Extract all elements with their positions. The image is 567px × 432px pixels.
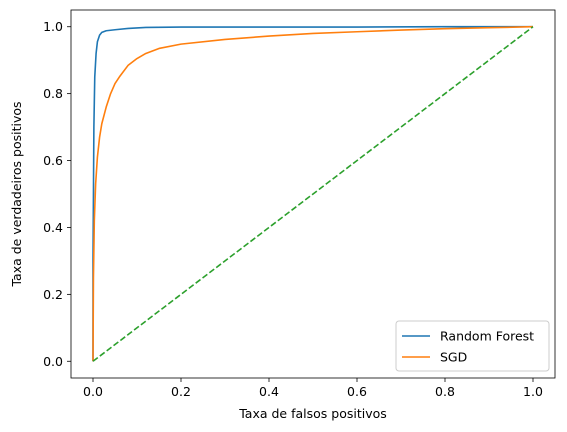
series-line-diagonal <box>92 26 534 362</box>
y-axis-label: Taxa de verdadeiros positivos <box>9 101 24 287</box>
y-axis: 0.0 0.2 0.4 0.6 0.8 1.0 <box>43 19 71 369</box>
y-tick-label: 0.2 <box>43 287 63 302</box>
x-tick-label: 0.4 <box>259 384 279 399</box>
legend-label-random-forest: Random Forest <box>440 329 534 344</box>
x-tick-label: 0.6 <box>347 384 367 399</box>
y-tick-label: 0.0 <box>43 354 63 369</box>
y-tick-label: 1.0 <box>43 19 63 34</box>
legend: Random Forest SGD <box>395 320 550 372</box>
series-line-sgd <box>92 25 534 362</box>
x-axis-label: Taxa de falsos positivos <box>238 406 387 421</box>
x-axis: 0.0 0.2 0.4 0.6 0.8 1.0 <box>83 378 543 399</box>
y-tick-label: 0.6 <box>43 153 63 168</box>
y-tick-label: 0.4 <box>43 220 63 235</box>
axes-frame <box>70 9 556 379</box>
x-tick-label: 0.0 <box>83 384 103 399</box>
x-tick-label: 1.0 <box>523 384 543 399</box>
series-line-random-forest <box>92 25 533 362</box>
legend-label-sgd: SGD <box>440 350 467 365</box>
x-tick-label: 0.8 <box>435 384 455 399</box>
x-tick-label: 0.2 <box>171 384 191 399</box>
legend-box <box>395 320 550 372</box>
y-tick-label: 0.8 <box>43 86 63 101</box>
plot-area <box>92 25 534 362</box>
